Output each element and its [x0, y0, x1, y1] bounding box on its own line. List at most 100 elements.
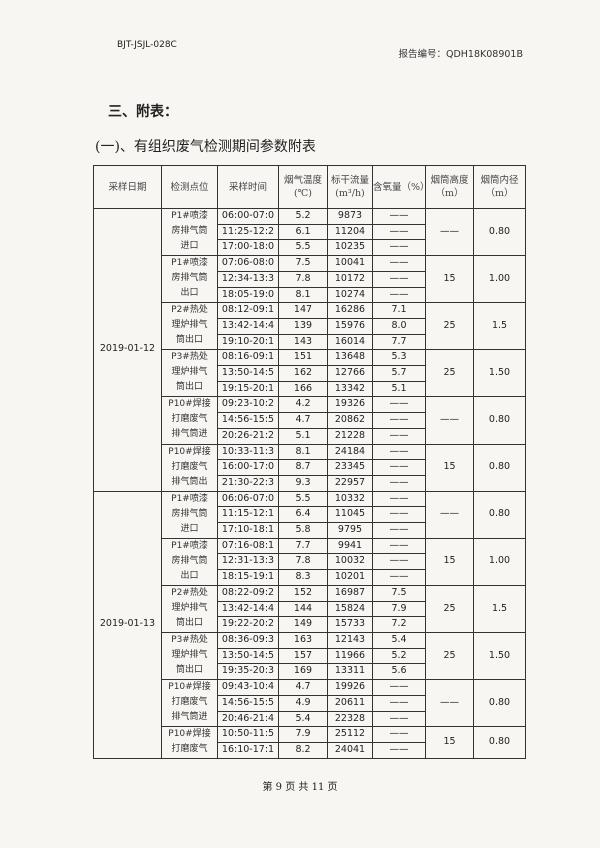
- oxygen-content: 7.5: [372, 584, 426, 602]
- monitoring-point-line: 打磨废气: [171, 461, 208, 472]
- sampling-time: 13:50-14:5: [217, 365, 279, 382]
- sampling-time: 17:00-18:0: [217, 239, 279, 257]
- oxygen-content: ——: [372, 474, 426, 492]
- sampling-time: 11:15-12:1: [217, 506, 279, 524]
- sampling-time: 18:05-19:0: [217, 286, 279, 304]
- table-row: 17:10-18:1 5.8 9795 ——: [94, 522, 526, 539]
- monitoring-point: P3#热处 理炉排气 筒出口: [161, 349, 218, 398]
- monitoring-point: P1#喷漆 房排气筒 出口: [161, 537, 218, 586]
- standard-dry-flow: 24041: [327, 741, 373, 759]
- table-row: 13:50-14:5 162 12766 5.7: [94, 365, 526, 382]
- oxygen-content: ——: [372, 553, 426, 571]
- oxygen-content: ——: [372, 459, 426, 476]
- stack-diameter: 1.5: [473, 584, 526, 633]
- stack-height: 25: [425, 302, 474, 351]
- monitoring-point-line: 筒出口: [175, 664, 203, 675]
- stack-height: ——: [425, 207, 474, 257]
- monitoring-point-line: 进口: [180, 523, 199, 534]
- standard-dry-flow: 25112: [327, 726, 373, 743]
- monitoring-point-line: P10#焊接: [168, 399, 211, 410]
- standard-dry-flow: 22328: [327, 710, 373, 728]
- oxygen-content: ——: [372, 679, 426, 696]
- oxygen-content: ——: [372, 239, 426, 257]
- sampling-date: 2019-01-13: [93, 490, 162, 759]
- oxygen-content: ——: [372, 223, 426, 241]
- monitoring-point-line: 理炉排气: [171, 649, 208, 660]
- flue-gas-temperature: 5.5: [278, 239, 328, 257]
- sampling-time: 14:56-15:5: [217, 694, 279, 712]
- table-row: 14:56-15:5 4.7 20862 ——: [94, 412, 526, 429]
- flue-gas-temperature: 7.8: [278, 553, 328, 571]
- flue-gas-temperature: 8.3: [278, 569, 328, 586]
- flue-gas-temperature: 139: [278, 317, 328, 335]
- sampling-time: 13:42-14:4: [217, 600, 279, 618]
- stack-height: 25: [425, 584, 474, 633]
- standard-dry-flow: 9795: [327, 522, 373, 539]
- oxygen-content: 5.4: [372, 631, 426, 649]
- table-row: 11:25-12:2 6.1 11204 ——: [94, 223, 526, 241]
- sampling-time: 19:15-20:1: [217, 380, 279, 398]
- oxygen-content: 5.6: [372, 663, 426, 681]
- sampling-time: 18:15-19:1: [217, 569, 279, 586]
- monitoring-point: P3#热处 理炉排气 筒出口: [161, 631, 218, 681]
- standard-dry-flow: 12143: [327, 631, 373, 649]
- table-row: 20:46-21:4 5.4 22328 ——: [94, 710, 526, 728]
- monitoring-point-line: P10#焊接: [168, 729, 211, 740]
- oxygen-content: ——: [372, 255, 426, 272]
- column-header: 含氧量（%）: [372, 165, 426, 209]
- standard-dry-flow: 24184: [327, 443, 373, 461]
- sampling-time: 20:26-21:2: [217, 427, 279, 445]
- column-header: 采样日期: [93, 165, 162, 209]
- flue-gas-temperature: 5.1: [278, 427, 328, 445]
- stack-height: 15: [425, 537, 474, 586]
- standard-dry-flow: 11045: [327, 506, 373, 524]
- flue-gas-temperature: 6.1: [278, 223, 328, 241]
- monitoring-point-line: 出口: [180, 288, 199, 299]
- sampling-time: 08:12-09:1: [217, 302, 279, 319]
- stack-diameter: 0.80: [473, 443, 526, 492]
- flue-gas-temperature: 5.4: [278, 710, 328, 728]
- standard-dry-flow: 15824: [327, 600, 373, 618]
- table-row: P10#焊接 打磨废气 10:50-11:5 7.9 25112 —— 15 0.80: [94, 726, 526, 759]
- stack-diameter: 0.80: [473, 207, 526, 257]
- column-header: 标干流量(m³/h): [327, 165, 373, 209]
- monitoring-point-line: 房排气筒: [171, 508, 208, 519]
- oxygen-content: ——: [372, 286, 426, 304]
- table-row: 13:50-14:5 157 11966 5.2: [94, 647, 526, 665]
- sampling-time: 08:36-09:3: [217, 631, 279, 649]
- table-row: 13:42-14:4 139 15976 8.0: [94, 317, 526, 335]
- sampling-time: 13:42-14:4: [217, 317, 279, 335]
- flue-gas-temperature: 5.5: [278, 490, 328, 508]
- standard-dry-flow: 16286: [327, 302, 373, 319]
- stack-diameter: 1.00: [473, 537, 526, 586]
- monitoring-point-line: P1#喷漆: [171, 211, 208, 221]
- monitoring-point-line: 理炉排气: [171, 320, 208, 331]
- stack-height: ——: [425, 490, 474, 539]
- standard-dry-flow: 15976: [327, 317, 373, 335]
- column-header: 烟筒高度（m）: [425, 165, 474, 209]
- sampling-time: 12:31-13:3: [217, 553, 279, 571]
- stack-diameter: 0.80: [473, 490, 526, 539]
- flue-gas-temperature: 143: [278, 333, 328, 351]
- monitoring-point-line: 排气筒进: [171, 712, 208, 723]
- sampling-time: 08:22-09:2: [217, 584, 279, 602]
- sampling-time: 07:06-08:0: [217, 255, 279, 272]
- oxygen-content: 7.1: [372, 302, 426, 319]
- stack-height: 15: [425, 726, 474, 759]
- sampling-time: 06:06-07:0: [217, 490, 279, 508]
- standard-dry-flow: 23345: [327, 459, 373, 476]
- sampling-time: 08:16-09:1: [217, 349, 279, 367]
- monitoring-point-line: 房排气筒: [171, 226, 208, 236]
- monitoring-point-line: P10#焊接: [168, 446, 211, 457]
- standard-dry-flow: 15733: [327, 616, 373, 633]
- flue-gas-temperature: 147: [278, 302, 328, 319]
- stack-height: 25: [425, 349, 474, 398]
- standard-dry-flow: 16987: [327, 584, 373, 602]
- monitoring-point-line: 打磨废气: [171, 744, 208, 755]
- report-number: 报告编号：QDH18K08901B: [398, 49, 524, 60]
- table-row: 18:15-19:1 8.3 10201 ——: [94, 569, 526, 586]
- standard-dry-flow: 10274: [327, 286, 373, 304]
- monitoring-point-line: 出口: [180, 570, 199, 581]
- table-row: P3#热处 理炉排气 筒出口 08:36-09:3 163 12143 5.4 25 1.50: [94, 631, 526, 681]
- table-title: (一)、有组织废气检测期间参数附表: [95, 139, 316, 155]
